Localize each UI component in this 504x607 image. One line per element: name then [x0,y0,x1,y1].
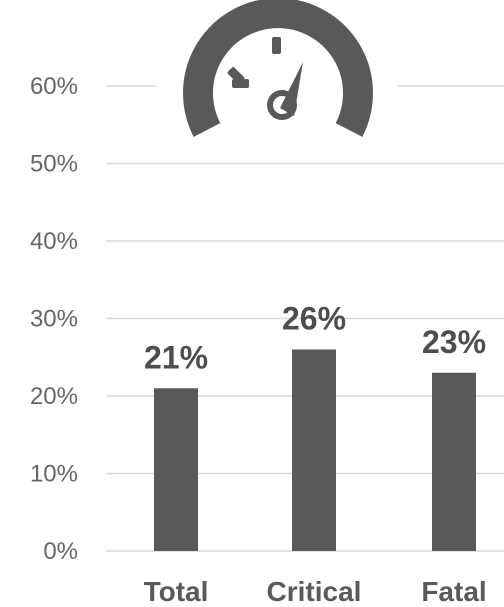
category-label: Fatal [421,576,486,607]
gauge-arc [183,0,373,137]
bars [154,349,476,551]
category-label: Total [144,576,209,607]
bar [292,349,336,551]
gauge-tick-lower-left [232,79,249,88]
y-tick-label: 30% [30,306,78,333]
data-label: 21% [144,339,208,375]
bar [432,372,476,551]
y-tick-label: 20% [30,383,78,410]
y-tick-label: 60% [30,73,78,100]
speedometer-icon [183,0,373,137]
category-label: Critical [267,576,362,607]
gauge-hub [267,90,297,120]
data-label: 23% [422,324,486,360]
gauge-needle [280,62,303,116]
bar [154,388,198,551]
category-labels: Total Critical Fatal [144,576,487,607]
data-label: 26% [282,301,346,337]
y-tick-label: 10% [30,461,78,488]
y-axis-tick-labels: 0% 10% 20% 30% 40% 50% 60% [30,73,78,565]
gauge-tick-top [272,37,281,54]
y-tick-label: 50% [30,151,78,178]
y-tick-label: 40% [30,228,78,255]
y-tick-label: 0% [43,538,78,565]
data-labels: 21% 26% 23% [144,301,486,376]
